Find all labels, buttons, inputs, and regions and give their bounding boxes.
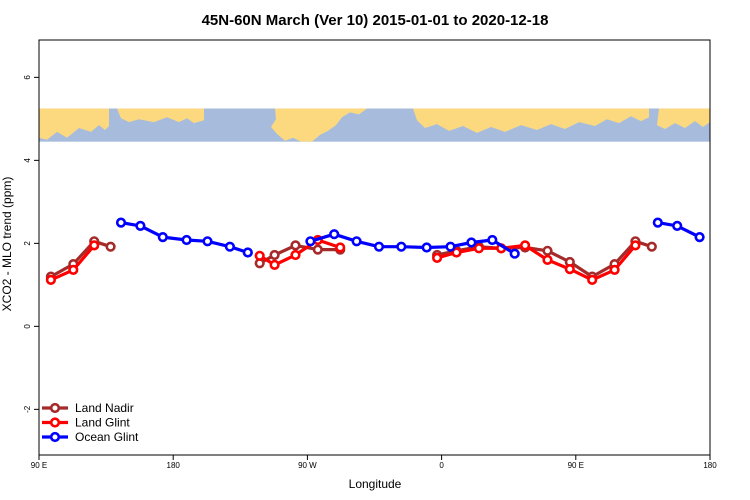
data-point [254,250,265,261]
x-tick-label: 90 E [31,461,47,470]
data-point [181,234,192,246]
data-point [305,236,316,247]
series-ocean-glint [115,217,705,259]
data-point [646,241,657,252]
y-tick-label: -2 [23,405,32,413]
x-tick-label: 180 [703,461,717,470]
data-point [135,220,146,231]
data-point [105,241,116,252]
map-land-north-america [271,108,367,142]
series-land-glint [45,234,641,286]
map-land-europe-east [413,108,649,133]
y-tick-label: 4 [23,158,32,163]
x-tick-label: 90 W [298,461,317,470]
y-axis-label: XCO2 - MLO trend (ppm) [0,177,14,312]
x-axis: 90 E 180 90 W 0 90 E 180 [31,455,717,470]
data-point [487,234,498,246]
data-point [335,242,346,253]
legend-marker [49,402,61,414]
series-land-nadir [45,236,657,282]
data-point [290,240,301,251]
data-point [224,241,235,252]
data-point [269,259,280,271]
data-point [542,254,553,266]
data-point [564,264,575,275]
series-line-land-glint [436,243,637,282]
y-axis: -2 0 2 4 6 [23,75,39,413]
data-point [202,236,213,247]
data-point [396,241,407,252]
data-point [473,243,485,254]
x-tick-label: 90 E [568,461,584,470]
data-point [432,252,443,263]
data-point [652,217,663,228]
data-point [672,220,683,231]
series-line-land-nadir [50,239,112,278]
legend-label: Ocean Glint [75,430,139,444]
legend-marker [49,431,61,443]
data-point [509,248,520,259]
data-point [68,264,79,276]
legend-label: Land Glint [75,416,130,430]
map-land-east-asia [117,108,204,124]
data-point [373,241,385,252]
data-point [329,229,340,240]
y-tick-label: 0 [23,324,32,329]
world-map-strip [39,108,710,142]
data-point [351,236,362,247]
data-point [269,249,280,261]
data-point [451,247,462,258]
x-tick-label: 180 [167,461,181,470]
data-point [609,264,620,276]
x-tick-label: 0 [439,461,444,470]
legend-label: Land Nadir [75,401,134,415]
data-point [542,245,553,256]
plot-series [45,217,705,286]
series-line-ocean-glint [309,232,516,256]
data-point [312,244,323,255]
data-point [630,240,641,251]
data-point [45,274,57,286]
data-point [694,232,705,243]
data-point [445,241,456,252]
y-tick-label: 2 [23,241,32,246]
map-land-east-asia-right [657,108,710,129]
y-tick-label: 6 [23,75,32,80]
data-point [242,247,253,258]
map-land-europe-asia [39,108,109,140]
x-axis-label: Longitude [349,477,402,491]
legend-marker [49,417,61,428]
data-point [466,237,477,248]
data-point [290,249,301,261]
data-point [89,240,100,251]
chart-title: 45N-60N March (Ver 10) 2015-01-01 to 202… [202,12,549,29]
data-point [115,217,127,228]
data-point [421,242,432,253]
data-point [519,240,531,251]
plot-frame [38,39,711,456]
data-point [587,274,598,286]
data-point [157,232,168,243]
